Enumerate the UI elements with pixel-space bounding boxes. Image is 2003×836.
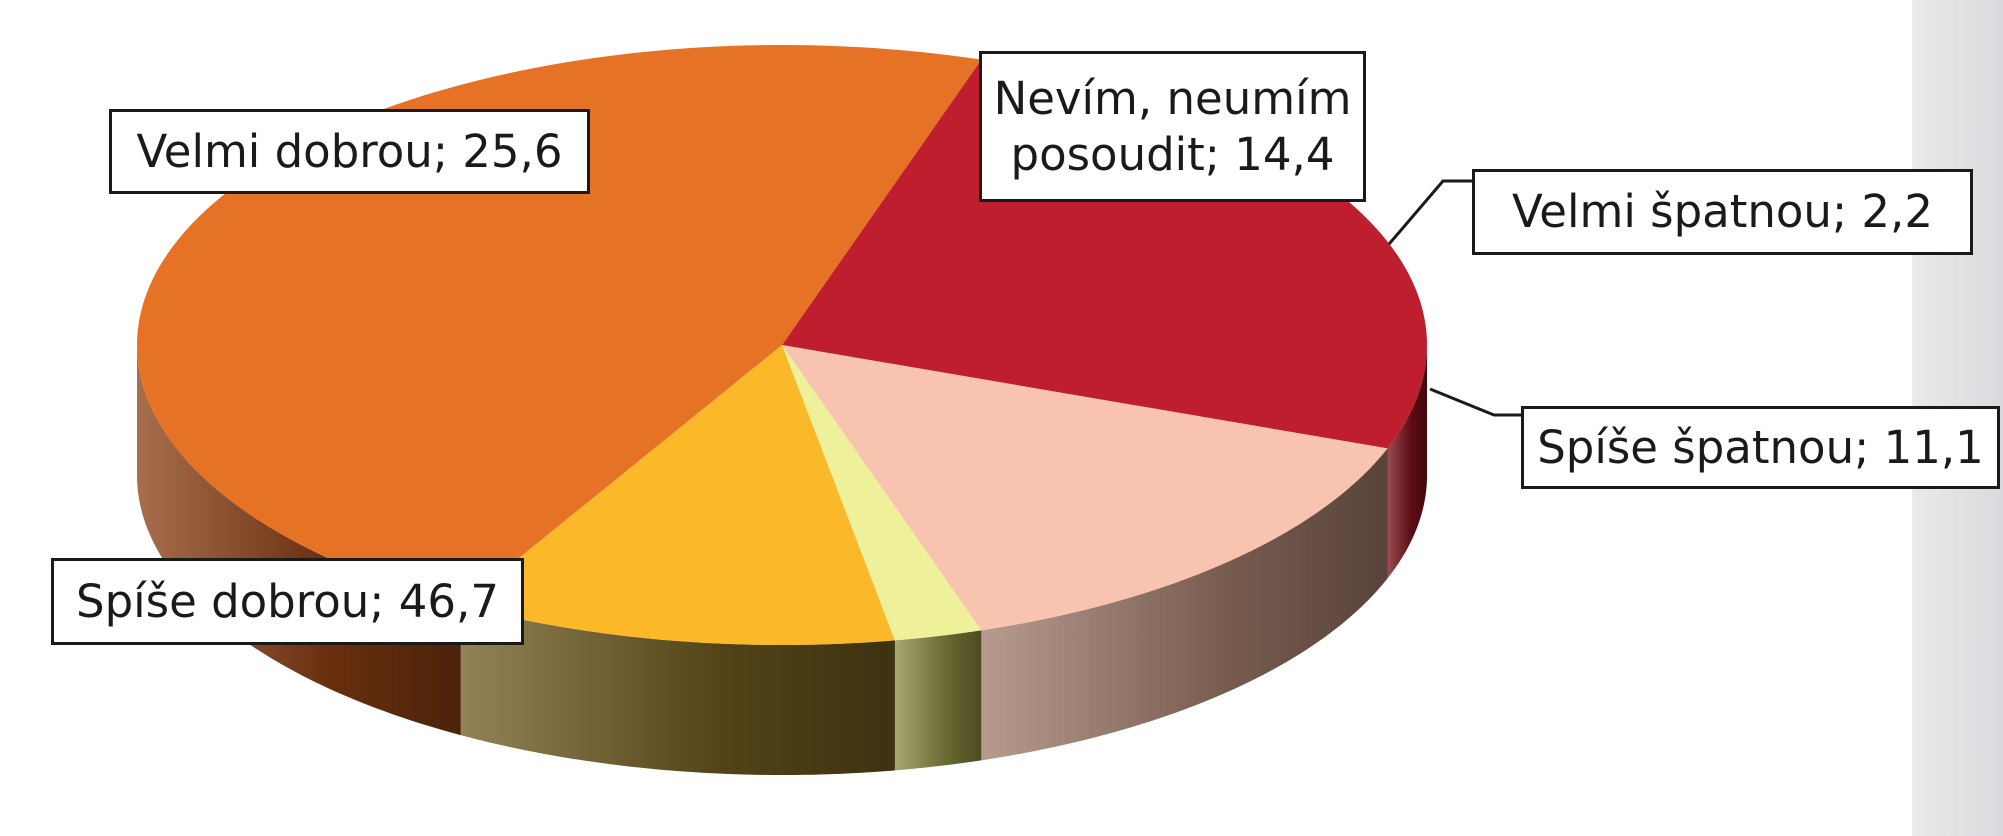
data-label: Spíše špatnou; 11,1 bbox=[1521, 406, 2000, 489]
data-label: Velmi špatnou; 2,2 bbox=[1472, 169, 1973, 255]
leader-line bbox=[1429, 387, 1521, 417]
pie-slice bbox=[782, 345, 982, 641]
pie-side-shade bbox=[1387, 345, 1427, 579]
leader-line bbox=[1364, 179, 1472, 272]
data-label: Nevím, neumím posoudit; 14,4 bbox=[979, 51, 1366, 202]
pie-side-shade bbox=[894, 630, 982, 771]
data-label: Spíše dobrou; 46,7 bbox=[51, 558, 524, 645]
pie-side-shade bbox=[981, 448, 1388, 761]
pie-side-shade bbox=[460, 605, 895, 775]
data-label: Velmi dobrou; 25,6 bbox=[109, 109, 590, 194]
pie-slice bbox=[460, 345, 895, 645]
pie-slice bbox=[782, 345, 1388, 631]
